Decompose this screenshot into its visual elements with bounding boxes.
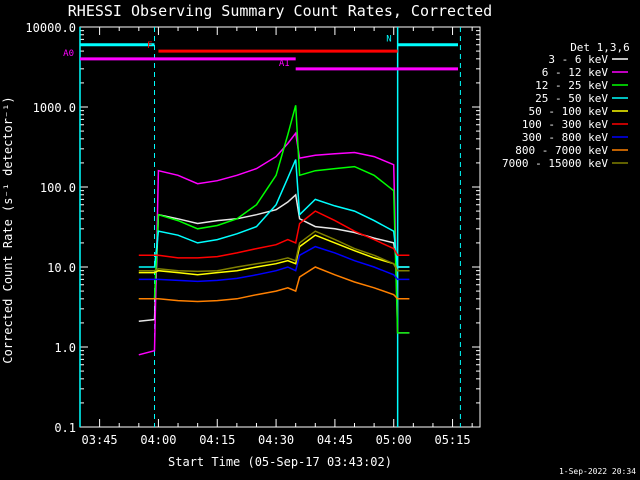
footer-date: 1-Sep-2022 20:34 — [559, 467, 636, 476]
x-axis-label: Start Time (05-Sep-17 03:43:02) — [168, 455, 392, 469]
x-tick-label: 04:00 — [140, 433, 176, 447]
series-line-2 — [138, 131, 410, 356]
legend-label: 3 - 6 keV — [548, 53, 608, 66]
state-bar-label: N — [386, 35, 391, 45]
state-bar-label: A1 — [279, 59, 290, 69]
legend-title: Det 1,3,6 — [570, 41, 630, 54]
y-axis-label: Corrected Count Rate (s⁻¹ detector⁻¹) — [1, 96, 15, 363]
legend-label: 6 - 12 keV — [542, 66, 609, 79]
y-tick-label: 1000.0 — [33, 101, 76, 115]
y-tick-label: 10.0 — [47, 261, 76, 275]
legend-label: 100 - 300 keV — [522, 118, 608, 131]
x-tick-label: 05:15 — [434, 433, 470, 447]
series-line-7 — [138, 245, 410, 283]
y-tick-label: 0.1 — [54, 421, 76, 435]
x-tick-label: 04:45 — [317, 433, 353, 447]
series-line-4 — [138, 159, 410, 268]
state-bar-label: F — [147, 41, 152, 51]
x-tick-label: 05:00 — [376, 433, 412, 447]
legend-label: 25 - 50 keV — [535, 92, 608, 105]
y-tick-label: 10000.0 — [25, 21, 76, 35]
legend-label: 7000 - 15000 keV — [502, 157, 608, 170]
legend-label: 800 - 7000 keV — [515, 144, 608, 157]
series-line-8 — [138, 266, 410, 303]
y-tick-label: 100.0 — [40, 181, 76, 195]
x-tick-label: 04:30 — [258, 433, 294, 447]
chart-title: RHESSI Observing Summary Count Rates, Co… — [68, 2, 492, 20]
series-line-3 — [138, 105, 410, 334]
series-line-9 — [138, 230, 410, 273]
legend-label: 300 - 800 keV — [522, 131, 608, 144]
legend-label: 50 - 100 keV — [529, 105, 609, 118]
series-line-5 — [138, 234, 410, 276]
plot-area: 0.1 1.0 10.0 100.0 1000.0 10000.0 03:45 04:00 04… — [25, 21, 481, 447]
x-tick-label: 03:45 — [82, 433, 118, 447]
y-tick-label: 1.0 — [54, 341, 76, 355]
legend-label: 12 - 25 keV — [535, 79, 608, 92]
series-line-1 — [138, 193, 410, 322]
series-line-6 — [138, 210, 410, 259]
x-tick-label: 04:15 — [199, 433, 235, 447]
state-bar-label: A0 — [63, 49, 74, 59]
